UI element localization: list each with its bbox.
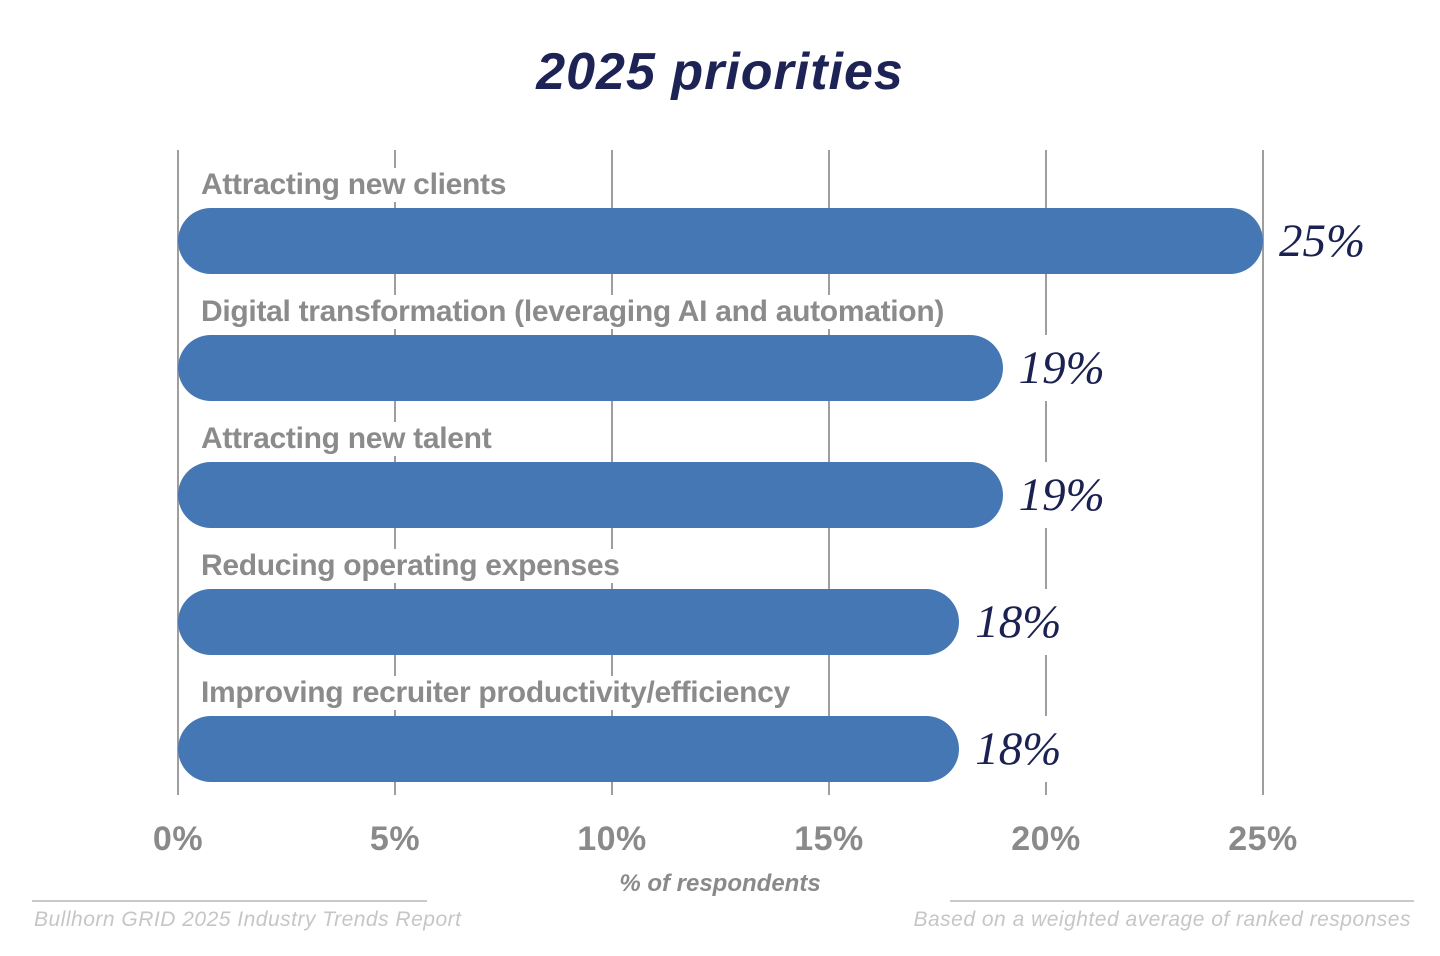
footer-divider-right (950, 900, 1414, 902)
bar (178, 208, 1263, 274)
bar (178, 589, 960, 655)
category-label: Reducing operating expenses (201, 549, 628, 583)
category-label: Attracting new talent (201, 422, 500, 456)
category-label: Improving recruiter productivity/efficie… (201, 676, 798, 710)
methodology-note: Based on a weighted average of ranked re… (913, 908, 1411, 931)
x-tick-label: 10% (577, 820, 647, 858)
x-axis-label: % of respondents (619, 870, 821, 897)
footer-divider-left (32, 900, 427, 902)
x-tick-label: 25% (1228, 820, 1298, 858)
x-tick-label: 5% (369, 820, 421, 858)
bar (178, 462, 1003, 528)
gridline-25% (1262, 150, 1264, 795)
value-label: 25% (1273, 208, 1372, 274)
value-label: 19% (1012, 462, 1111, 528)
source-note: Bullhorn GRID 2025 Industry Trends Repor… (34, 908, 462, 931)
y-axis-line (177, 150, 179, 795)
bar (178, 716, 960, 782)
x-tick-label: 15% (794, 820, 864, 858)
plot-area: Attracting new clients 25% Digital transfo… (177, 150, 1372, 795)
bar (178, 335, 1003, 401)
category-label: Attracting new clients (201, 168, 515, 202)
x-tick-label: 0% (152, 820, 204, 858)
chart-title: 2025 priorities (536, 43, 904, 101)
value-label: 18% (969, 716, 1068, 782)
x-tick-label: 20% (1011, 820, 1081, 858)
value-label: 19% (1012, 335, 1111, 401)
value-label: 18% (969, 589, 1068, 655)
category-label: Digital transformation (leveraging AI an… (201, 295, 953, 329)
